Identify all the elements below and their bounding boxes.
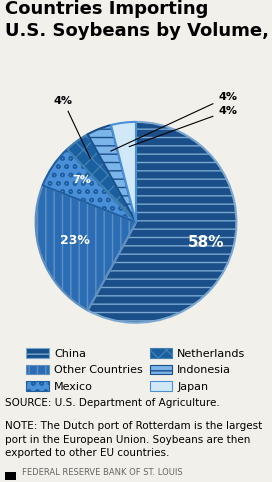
Wedge shape: [43, 149, 136, 222]
Bar: [5, 472, 16, 480]
Text: SOURCE: U.S. Department of Agriculture.: SOURCE: U.S. Department of Agriculture.: [5, 398, 220, 408]
Text: 7%: 7%: [73, 175, 92, 186]
Text: FEDERAL RESERVE BANK OF ST. LOUIS: FEDERAL RESERVE BANK OF ST. LOUIS: [22, 468, 183, 477]
Text: 4%: 4%: [129, 106, 237, 147]
Text: 4%: 4%: [111, 92, 237, 151]
Wedge shape: [88, 125, 136, 222]
Text: 4%: 4%: [54, 96, 91, 159]
Wedge shape: [67, 134, 136, 222]
Text: 23%: 23%: [60, 234, 90, 247]
Text: NOTE: The Dutch port of Rotterdam is the largest
port in the European Union. Soy: NOTE: The Dutch port of Rotterdam is the…: [5, 421, 263, 458]
Text: 58%: 58%: [188, 235, 225, 250]
Wedge shape: [111, 122, 136, 222]
Legend: China, Other Countries, Mexico, Netherlands, Indonesia, Japan: China, Other Countries, Mexico, Netherla…: [24, 346, 248, 394]
Wedge shape: [88, 122, 236, 323]
Text: Countries Importing
U.S. Soybeans by Volume, 2017: Countries Importing U.S. Soybeans by Vol…: [5, 0, 272, 40]
Wedge shape: [36, 186, 136, 310]
